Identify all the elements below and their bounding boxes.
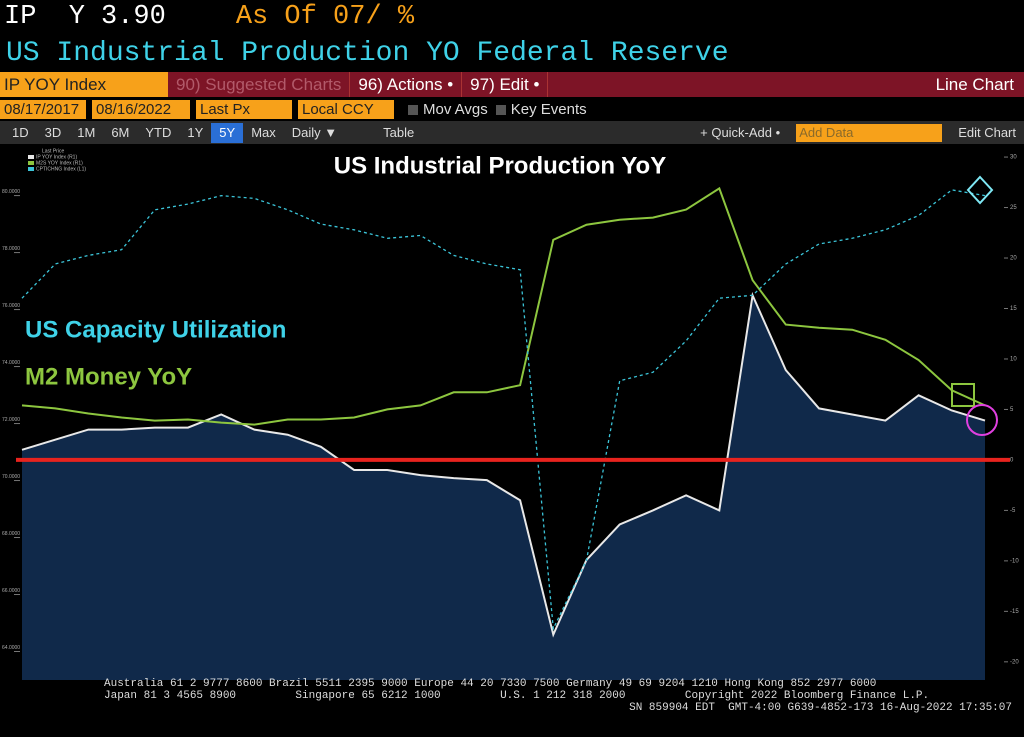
period-button[interactable]: 3D — [44, 125, 62, 140]
edit-chart[interactable]: Edit Chart — [958, 125, 1016, 140]
plot: 64.0000 66.0000 68.0000 70.0000 72.0000 74.00… — [2, 148, 1019, 680]
security-title: US Industrial Production YO Federal Rese… — [6, 37, 729, 69]
menu-item[interactable]: 96) Actions • — [350, 72, 463, 97]
y-tick-label: 80.0000 — [2, 189, 20, 195]
chart: 64.0000 66.0000 68.0000 70.0000 72.0000 74.00… — [0, 145, 1024, 737]
series-line — [21, 186, 986, 426]
y2-tick-label: -15 — [1010, 609, 1019, 615]
security-input[interactable]: IP YOY Index — [0, 72, 168, 97]
y2-tick-label: -10 — [1010, 558, 1019, 564]
y-tick-label: 64.0000 — [2, 645, 20, 651]
currency[interactable]: Local CCY — [298, 100, 394, 119]
end-date[interactable]: 08/16/2022 — [92, 100, 190, 119]
y-tick-label: 72.0000 — [2, 417, 20, 423]
period-group: 1D 3D 1M 6M YTD 1Y 5Y Max — [4, 122, 284, 143]
quick-add[interactable]: + Quick-Add • — [700, 125, 781, 140]
menu-item[interactable]: 97) Edit • — [462, 72, 549, 97]
legend-label: CPTICHNG Index (L1) — [36, 166, 86, 172]
ticker-row: IP Y 3.90 As Of 07/ % — [0, 0, 1024, 34]
y2-tick-label: 15 — [1010, 306, 1017, 312]
option-checkbox[interactable]: Key Events — [496, 101, 587, 118]
menu-bar: IP YOY Index 90) Suggested Charts 96) Act… — [0, 72, 1024, 97]
period-button[interactable]: 5Y — [211, 122, 244, 143]
settings-bar: 08/17/2017 08/16/2022 Last Px Local CCY … — [0, 98, 1024, 121]
period-button[interactable]: 1D — [12, 125, 29, 140]
annotation: M2 Money YoY — [25, 363, 192, 390]
annotation: US Capacity Utilization — [25, 316, 286, 343]
y2-tick-label: 20 — [1010, 256, 1017, 262]
menu-item[interactable]: 90) Suggested Charts — [168, 72, 351, 97]
y-tick-label: 70.0000 — [2, 474, 20, 480]
start-date[interactable]: 08/17/2017 — [0, 100, 86, 119]
menu-group: 90) Suggested Charts 96) Actions • 97) Edi… — [168, 72, 549, 97]
chart-type[interactable]: Line Chart — [935, 74, 1014, 94]
series-line — [21, 291, 986, 638]
add-data[interactable]: Add Data — [796, 123, 943, 142]
period-button[interactable]: 1Y — [187, 125, 204, 140]
y2-tick-label: -20 — [1010, 659, 1019, 665]
chart-title: US Industrial Production YoY — [334, 152, 666, 179]
y2-tick-label: 5 — [1010, 407, 1014, 413]
y-tick-label: 66.0000 — [2, 588, 20, 594]
y2-tick-label: 30 — [1010, 155, 1017, 161]
footer-line: Australia 61 2 9777 8600 Brazil 5511 239… — [104, 678, 876, 690]
price: 3.90 — [101, 2, 166, 32]
period-bar: 1D 3D 1M 6M YTD 1Y 5Y Max Daily ▼ Table + Quick… — [0, 121, 1024, 144]
frequency[interactable]: Daily ▼ — [291, 125, 338, 140]
period-button[interactable]: 1M — [77, 125, 96, 140]
series-line — [21, 189, 986, 632]
y-tick-label: 78.0000 — [2, 246, 20, 252]
y-tick-label: 68.0000 — [2, 531, 20, 537]
marker-square — [951, 383, 975, 407]
footer-line: Japan 81 3 4565 8900 Singapore 65 6212 1… — [104, 690, 929, 702]
y-tick-label: 76.0000 — [2, 303, 20, 309]
legend-swatch — [28, 155, 34, 159]
title-row: US Industrial Production YO Federal Rese… — [0, 34, 1024, 72]
legend-label: M2S YOY Index (R1) — [36, 160, 83, 166]
area-fill — [22, 295, 985, 680]
legend-title: Last Price — [42, 148, 64, 154]
y-tick-label: 74.0000 — [2, 360, 20, 366]
y2-tick-label: -5 — [1010, 508, 1016, 514]
footer-line: SN 859904 EDT GMT-4:00 G639-4852-173 16-… — [629, 702, 1012, 714]
ticker: IP Y — [4, 2, 86, 32]
as-of: As Of 07/ % — [235, 2, 415, 32]
field[interactable]: Last Px — [196, 100, 292, 119]
table-button[interactable]: Table — [383, 125, 415, 140]
period-button[interactable]: Max — [251, 125, 276, 140]
y2-tick-label: 25 — [1010, 205, 1017, 211]
marker-circle — [966, 404, 998, 436]
legend-swatch — [28, 161, 34, 165]
option-group: Mov Avgs Key Events — [400, 101, 587, 118]
option-checkbox[interactable]: Mov Avgs — [408, 101, 488, 118]
y2-tick-label: 0 — [1010, 458, 1014, 464]
y2-tick-label: 10 — [1010, 357, 1017, 363]
period-button[interactable]: 6M — [111, 125, 130, 140]
legend-label: IP YOY Index (R1) — [36, 154, 77, 160]
period-button[interactable]: YTD — [145, 125, 172, 140]
legend-swatch — [28, 167, 34, 171]
marker-diamond — [966, 175, 994, 205]
